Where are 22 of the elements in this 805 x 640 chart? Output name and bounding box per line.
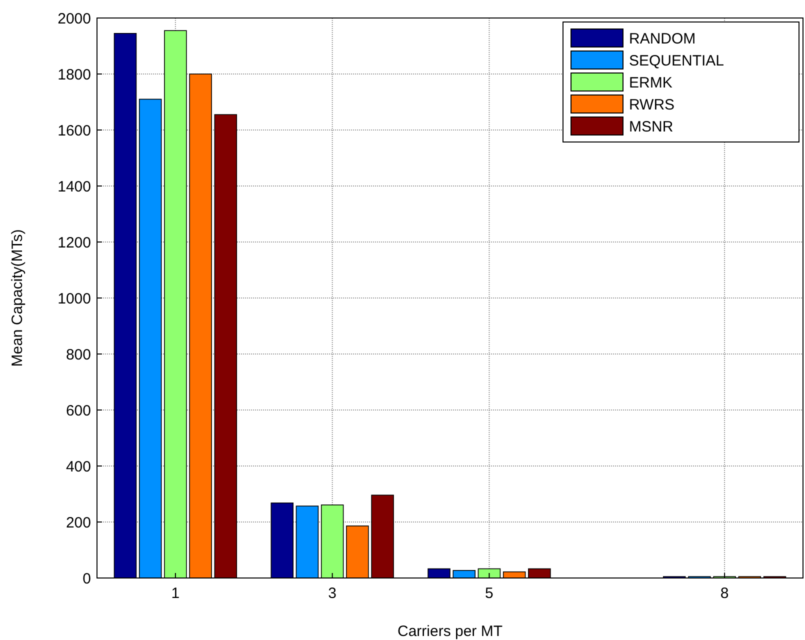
x-tick-label: 5 [485, 585, 494, 602]
y-tick-label: 0 [82, 570, 91, 588]
x-tick-label: 1 [171, 585, 180, 602]
legend-label: SEQUENTIAL [629, 52, 724, 70]
x-axis-title: Carriers per MT [397, 623, 503, 640]
y-tick-label: 2000 [58, 10, 91, 28]
legend-label: MSNR [629, 118, 674, 136]
x-tick-label: 3 [328, 585, 337, 602]
y-tick-label: 400 [66, 458, 91, 476]
y-tick-label: 1800 [58, 66, 91, 84]
y-tick-label: 1000 [58, 290, 91, 308]
y-tick-label: 1400 [58, 178, 91, 196]
y-axis-title: Mean Capacity(MTs) [9, 229, 26, 367]
y-tick-label: 200 [66, 514, 91, 532]
y-tick-label: 800 [66, 346, 91, 364]
y-tick-label: 600 [66, 402, 91, 420]
legend-label: RWRS [629, 96, 675, 114]
legend-label: ERMK [629, 74, 672, 92]
y-tick-label: 1600 [58, 122, 91, 140]
y-tick-label: 1200 [58, 234, 91, 252]
x-tick-label: 8 [720, 585, 729, 602]
legend-label: RANDOM [629, 30, 696, 48]
